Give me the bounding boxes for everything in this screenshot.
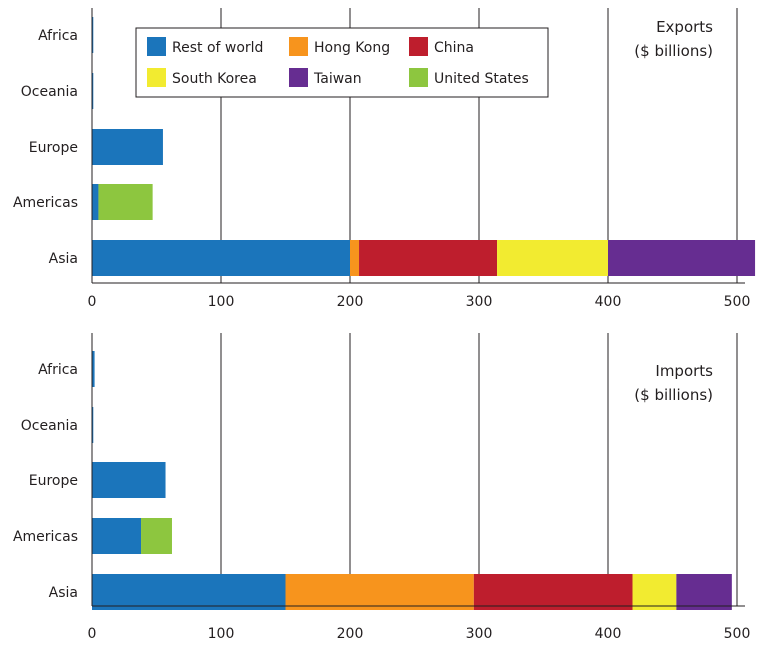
exports-tick-label: 0	[88, 294, 97, 310]
exports-title: Exports	[656, 18, 713, 36]
legend-label-taiwan: Taiwan	[313, 71, 362, 87]
legend: Rest of world Hong Kong China South Korea Ta…	[135, 27, 549, 98]
exports-bar-asia-south-korea	[497, 240, 608, 276]
exports-bar-africa-rest-of-world	[92, 17, 94, 53]
exports-tick-label: 400	[595, 294, 622, 310]
imports-bar-americas-united-states	[141, 518, 172, 554]
exports-tick-label: 200	[337, 294, 364, 310]
exports-subtitle: ($ billions)	[634, 42, 713, 60]
legend-label-south-korea: South Korea	[172, 71, 257, 87]
imports-panel: Africa Oceania Europe Americas Asia 0 100 200 30…	[13, 333, 750, 642]
imports-tick-label: 300	[466, 626, 493, 642]
imports-title: Imports	[655, 362, 713, 380]
imports-bar-americas-rest-of-world	[92, 518, 142, 554]
legend-box	[135, 27, 549, 98]
exports-bar-americas-united-states	[98, 184, 153, 220]
imports-bar-asia-china	[473, 574, 633, 610]
exports-category-label: Oceania	[21, 84, 78, 100]
exports-tick-label: 500	[724, 294, 751, 310]
imports-category-label: Americas	[13, 529, 78, 545]
imports-bar-asia-hong-kong	[285, 574, 474, 610]
exports-bar-asia-rest-of-world	[92, 240, 350, 276]
imports-bar-oceania-rest-of-world	[92, 407, 94, 443]
exports-category-label: Asia	[49, 251, 78, 267]
imports-bar-africa-rest-of-world	[92, 351, 95, 387]
exports-category-label: Europe	[29, 140, 78, 156]
legend-label-united-states: United States	[434, 71, 529, 87]
imports-subtitle: ($ billions)	[634, 386, 713, 404]
legend-swatch-rest-of-world	[147, 37, 166, 56]
legend-label-rest-of-world: Rest of world	[172, 40, 263, 56]
exports-category-label: Africa	[38, 28, 78, 44]
imports-tick-label: 100	[208, 626, 235, 642]
exports-tick-label: 100	[208, 294, 235, 310]
imports-category-label: Asia	[49, 585, 78, 601]
exports-bar-asia-china	[359, 240, 498, 276]
exports-bar-europe-rest-of-world	[92, 129, 163, 165]
exports-bar-asia-hong-kong	[350, 240, 360, 276]
imports-tick-label: 200	[337, 626, 364, 642]
imports-bar-asia-taiwan	[676, 574, 732, 610]
exports-panel: Africa Oceania Europe Americas Asia 0 100 200 30…	[13, 8, 756, 310]
exports-category-label: Americas	[13, 195, 78, 211]
exports-tick-label: 300	[466, 294, 493, 310]
imports-category-label: Europe	[29, 473, 78, 489]
imports-bar-asia-rest-of-world	[92, 574, 286, 610]
legend-swatch-south-korea	[147, 68, 166, 87]
imports-category-label: Africa	[38, 362, 78, 378]
legend-label-hong-kong: Hong Kong	[314, 40, 390, 56]
exports-bar-americas-rest-of-world	[92, 184, 99, 220]
exports-bar-asia-taiwan	[608, 240, 756, 276]
legend-label-china: China	[434, 40, 474, 56]
legend-swatch-hong-kong	[289, 37, 308, 56]
imports-tick-label: 0	[88, 626, 97, 642]
imports-bar-asia-south-korea	[632, 574, 677, 610]
legend-swatch-china	[409, 37, 428, 56]
imports-tick-label: 400	[595, 626, 622, 642]
legend-swatch-united-states	[409, 68, 428, 87]
imports-bar-europe-rest-of-world	[92, 462, 166, 498]
exports-bar-oceania-rest-of-world	[92, 73, 94, 109]
imports-category-label: Oceania	[21, 418, 78, 434]
imports-tick-label: 500	[724, 626, 751, 642]
legend-swatch-taiwan	[289, 68, 308, 87]
